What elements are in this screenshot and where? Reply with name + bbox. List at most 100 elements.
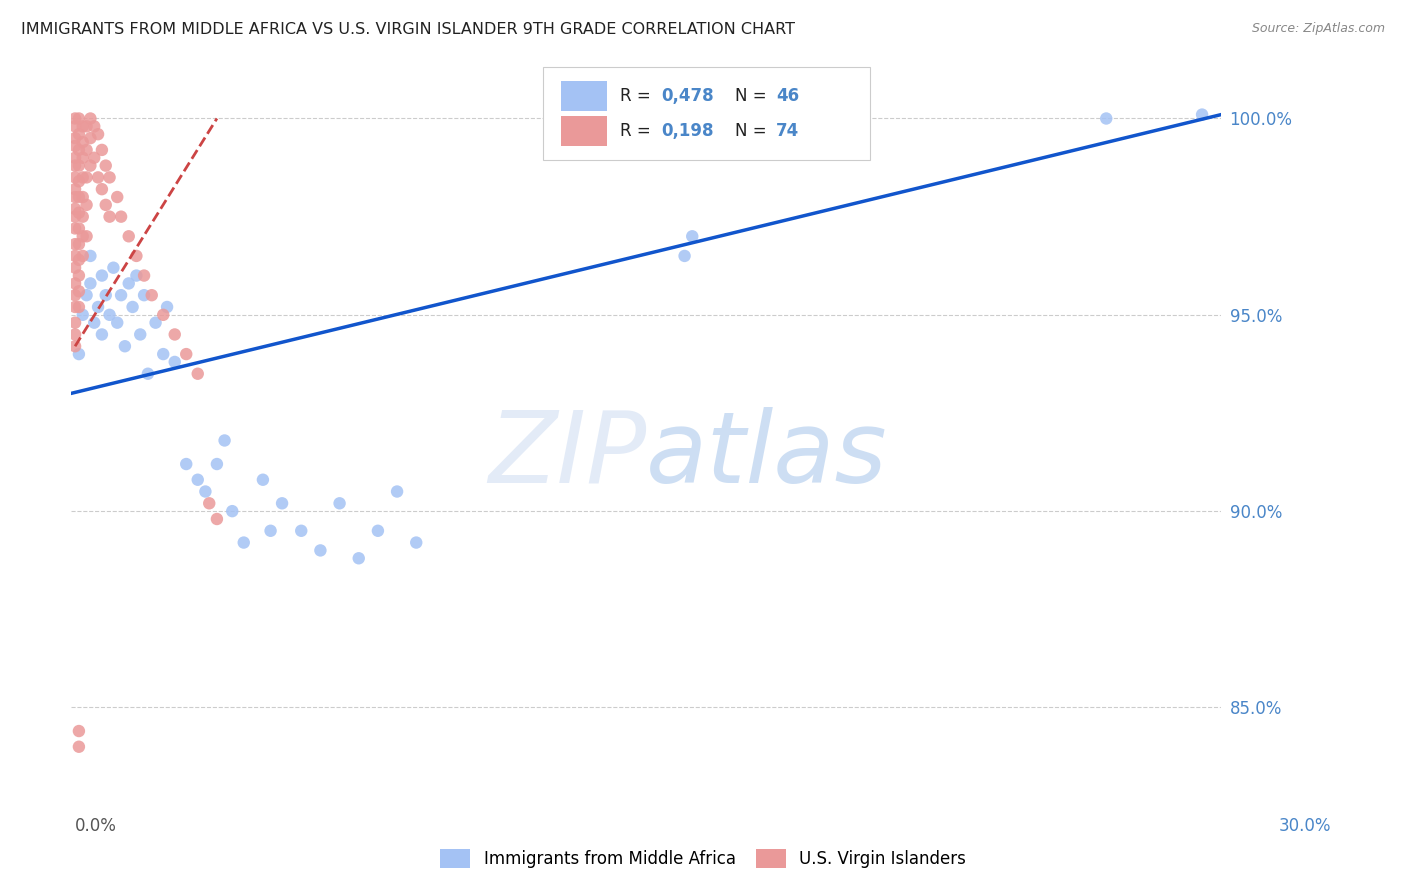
Point: [76, 288, 98, 302]
Point: [63, 339, 86, 353]
Point: [405, 535, 427, 549]
Point: [132, 268, 155, 283]
Point: [67, 143, 90, 157]
Point: [1095, 112, 1118, 126]
Point: [367, 524, 389, 538]
Text: N =: N =: [735, 122, 772, 140]
Text: 0.0%: 0.0%: [75, 817, 117, 835]
Text: 30.0%: 30.0%: [1278, 817, 1331, 835]
Point: [76, 120, 98, 134]
Point: [79, 159, 101, 173]
Point: [329, 496, 352, 510]
Point: [63, 316, 86, 330]
Point: [98, 210, 121, 224]
Point: [259, 524, 281, 538]
Point: [129, 327, 152, 342]
Point: [673, 249, 696, 263]
FancyBboxPatch shape: [561, 116, 607, 146]
Point: [136, 367, 159, 381]
Point: [98, 170, 121, 185]
Point: [681, 229, 703, 244]
Point: [79, 131, 101, 145]
Legend: Immigrants from Middle Africa, U.S. Virgin Islanders: Immigrants from Middle Africa, U.S. Virg…: [433, 842, 973, 875]
Text: ZIP: ZIP: [488, 407, 647, 503]
Point: [125, 249, 148, 263]
Point: [63, 300, 86, 314]
Text: Source: ZipAtlas.com: Source: ZipAtlas.com: [1251, 22, 1385, 36]
Point: [309, 543, 332, 558]
Point: [90, 268, 112, 283]
Point: [63, 202, 86, 216]
Point: [1191, 107, 1213, 121]
Point: [252, 473, 274, 487]
Point: [72, 170, 94, 185]
Point: [141, 288, 163, 302]
Point: [347, 551, 370, 566]
Point: [121, 300, 143, 314]
Point: [152, 347, 174, 361]
Point: [205, 457, 228, 471]
Point: [110, 210, 132, 224]
Point: [72, 249, 94, 263]
Point: [63, 151, 86, 165]
Point: [72, 229, 94, 244]
Point: [72, 210, 94, 224]
Point: [67, 112, 90, 126]
Point: [67, 174, 90, 188]
Point: [67, 127, 90, 141]
Point: [67, 159, 90, 173]
Point: [290, 524, 312, 538]
Point: [63, 182, 86, 196]
Point: [67, 237, 90, 252]
Point: [76, 229, 98, 244]
Point: [94, 198, 117, 212]
Point: [385, 484, 408, 499]
FancyBboxPatch shape: [543, 67, 870, 161]
Text: R =: R =: [620, 87, 655, 105]
Point: [79, 249, 101, 263]
Point: [105, 190, 128, 204]
Point: [79, 112, 101, 126]
Point: [145, 316, 167, 330]
Point: [90, 143, 112, 157]
Point: [63, 210, 86, 224]
Point: [63, 260, 86, 275]
Point: [63, 237, 86, 252]
Point: [214, 434, 236, 448]
Point: [98, 308, 121, 322]
Point: [83, 151, 105, 165]
Point: [198, 496, 221, 510]
Point: [232, 535, 254, 549]
Point: [87, 300, 110, 314]
Point: [156, 300, 179, 314]
Text: atlas: atlas: [647, 407, 887, 503]
Point: [152, 308, 174, 322]
Point: [63, 112, 86, 126]
Point: [94, 288, 117, 302]
Point: [174, 347, 197, 361]
Point: [67, 724, 90, 739]
FancyBboxPatch shape: [561, 81, 607, 112]
Text: R =: R =: [620, 122, 655, 140]
Point: [63, 170, 86, 185]
Point: [94, 159, 117, 173]
Point: [205, 512, 228, 526]
Point: [72, 120, 94, 134]
Point: [63, 190, 86, 204]
Point: [103, 260, 125, 275]
Point: [72, 308, 94, 322]
Point: [63, 159, 86, 173]
Point: [174, 457, 197, 471]
Point: [132, 288, 155, 302]
Point: [72, 190, 94, 204]
Point: [67, 190, 90, 204]
Point: [90, 327, 112, 342]
Text: 0,478: 0,478: [661, 87, 714, 105]
Point: [221, 504, 243, 518]
Point: [118, 277, 141, 291]
Point: [83, 120, 105, 134]
Point: [67, 205, 90, 219]
Point: [72, 135, 94, 149]
Text: 0,198: 0,198: [661, 122, 714, 140]
Text: N =: N =: [735, 87, 772, 105]
